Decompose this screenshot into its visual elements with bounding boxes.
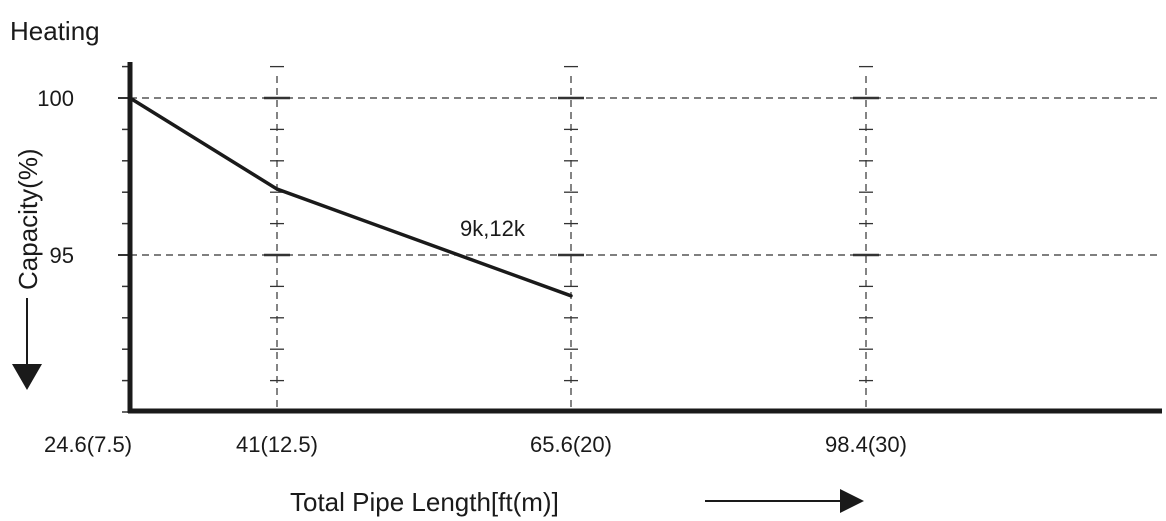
series-layer [128,96,573,298]
x-tick-label: 41(12.5) [236,432,318,457]
chart-title: Heating [10,16,100,46]
x-tick-label: 24.6(7.5) [44,432,132,457]
x-axis-arrow-icon [705,489,864,513]
grid [118,65,1162,413]
y-axis-label: Capacity(%) [13,148,43,290]
y-tick-label: 100 [37,86,74,111]
x-tick-label: 65.6(20) [530,432,612,457]
y-tick-label: 95 [50,243,74,268]
tick-labels: 95 100 24.6(7.5) 41(12.5) 65.6(20) 98.4(30) [37,86,907,457]
x-axis-label: Total Pipe Length[ft(m)] [290,487,559,517]
series-line [128,96,573,298]
series-label: 9k,12k [460,216,526,241]
y-axis-arrow-icon [12,298,42,390]
x-tick-label: 98.4(30) [825,432,907,457]
axes [127,62,1162,414]
